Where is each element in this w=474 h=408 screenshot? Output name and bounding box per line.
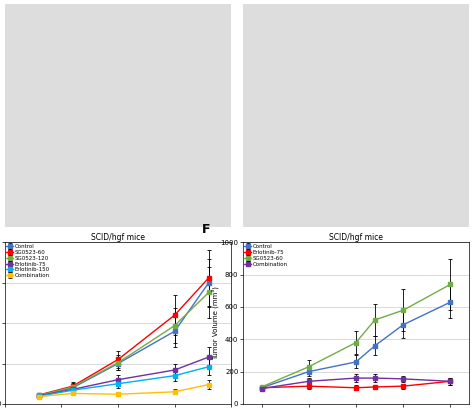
Legend: Control, Erlotinib-75, SG0523-60, Combination: Control, Erlotinib-75, SG0523-60, Combin… bbox=[244, 244, 288, 267]
Y-axis label: Tumor Volume (mm³): Tumor Volume (mm³) bbox=[211, 286, 219, 360]
Title: SCID/hgf mice: SCID/hgf mice bbox=[91, 233, 145, 242]
Title: SCID/hgf mice: SCID/hgf mice bbox=[329, 233, 383, 242]
Text: F: F bbox=[202, 223, 210, 236]
Legend: Control, SG0523-60, SG0523-120, Erlotinib-75, Erlotinib-150, Combination: Control, SG0523-60, SG0523-120, Erlotini… bbox=[6, 244, 50, 279]
